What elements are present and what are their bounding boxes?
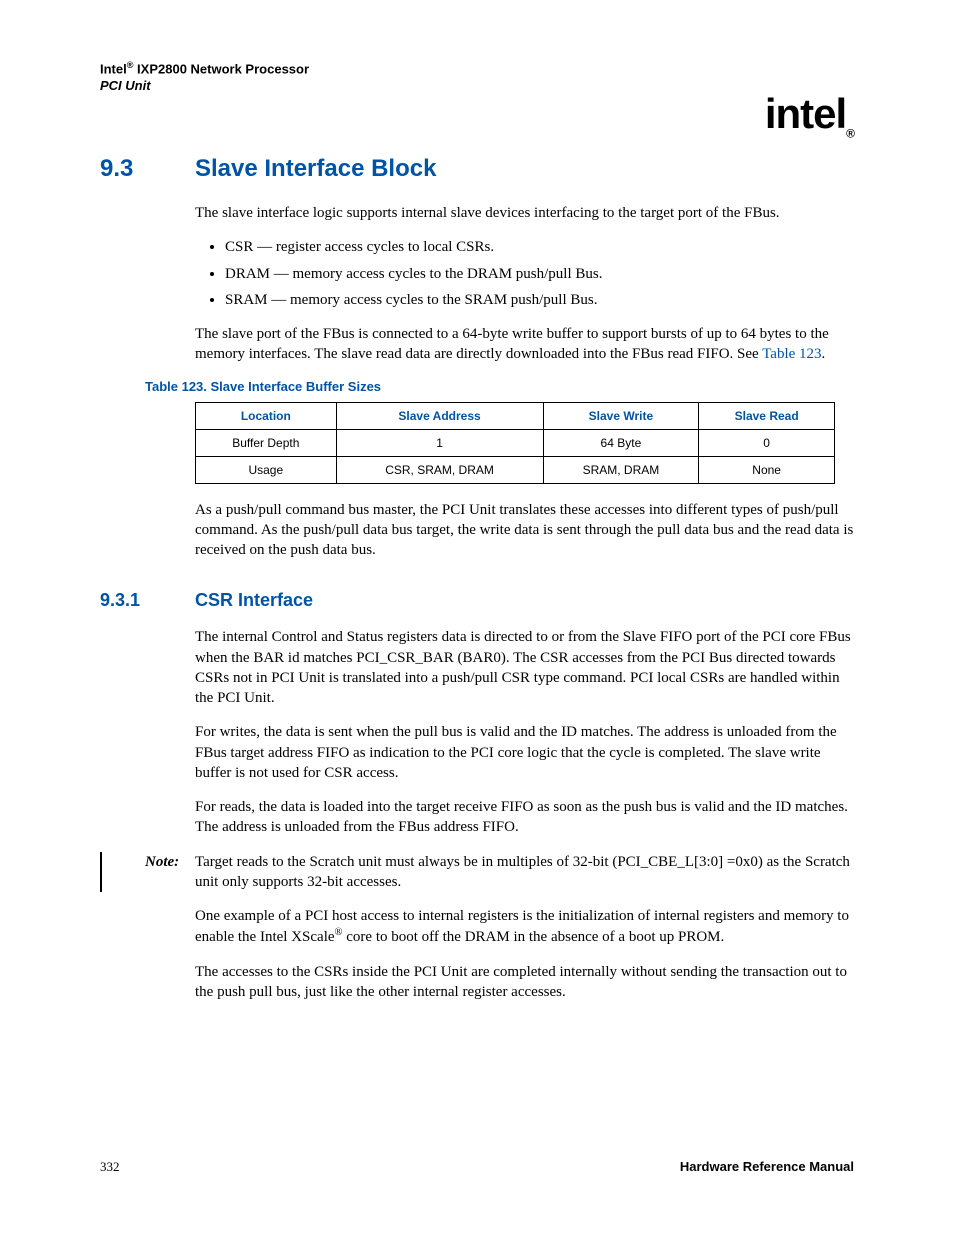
- paragraph: The accesses to the CSRs inside the PCI …: [195, 962, 854, 1003]
- table-cell: 0: [699, 429, 835, 456]
- paragraph: The slave port of the FBus is connected …: [195, 324, 854, 365]
- list-item: CSR — register access cycles to local CS…: [225, 237, 854, 257]
- table-row: Usage CSR, SRAM, DRAM SRAM, DRAM None: [196, 456, 835, 483]
- table-header-row: Location Slave Address Slave Write Slave…: [196, 402, 835, 429]
- body-block: One example of a PCI host access to inte…: [195, 906, 854, 1002]
- paragraph: As a push/pull command bus master, the P…: [195, 500, 854, 561]
- page-footer: 332 Hardware Reference Manual: [100, 1159, 854, 1175]
- table-cell: CSR, SRAM, DRAM: [336, 456, 543, 483]
- paragraph: The internal Control and Status register…: [195, 627, 854, 708]
- paragraph: One example of a PCI host access to inte…: [195, 906, 854, 948]
- paragraph: For writes, the data is sent when the pu…: [195, 722, 854, 783]
- subsection-number: 9.3.1: [100, 590, 195, 611]
- section-heading: 9.3Slave Interface Block: [100, 155, 854, 183]
- table-xref-link[interactable]: Table 123: [762, 346, 821, 362]
- note-block: Note: Target reads to the Scratch unit m…: [145, 852, 854, 893]
- bullet-list: CSR — register access cycles to local CS…: [195, 237, 854, 310]
- text-run: .: [822, 346, 826, 362]
- subsection-heading: 9.3.1CSR Interface: [100, 590, 854, 611]
- table-cell: None: [699, 456, 835, 483]
- reg-mark: ®: [335, 927, 343, 938]
- table-cell: Buffer Depth: [196, 429, 337, 456]
- table-header: Slave Write: [543, 402, 699, 429]
- table-header: Location: [196, 402, 337, 429]
- buffer-sizes-table: Location Slave Address Slave Write Slave…: [195, 402, 835, 484]
- paragraph: For reads, the data is loaded into the t…: [195, 797, 854, 838]
- logo-reg: ®: [846, 126, 854, 140]
- table-header: Slave Address: [336, 402, 543, 429]
- text-run: core to boot off the DRAM in the absence…: [343, 929, 725, 945]
- page: Intel ® IXP2800 Network Processor PCI Uni…: [0, 0, 954, 1235]
- table-cell: 64 Byte: [543, 429, 699, 456]
- manual-title: Hardware Reference Manual: [680, 1159, 854, 1175]
- text-run: The slave port of the FBus is connected …: [195, 326, 829, 362]
- header-product-suffix: IXP2800 Network Processor: [133, 61, 309, 76]
- logo-text: intel: [765, 90, 846, 137]
- body-block: The slave interface logic supports inter…: [195, 203, 854, 365]
- table-caption: Table 123. Slave Interface Buffer Sizes: [145, 379, 854, 394]
- body-block: As a push/pull command bus master, the P…: [195, 500, 854, 561]
- table-cell: Usage: [196, 456, 337, 483]
- table-cell: 1: [336, 429, 543, 456]
- table-row: Buffer Depth 1 64 Byte 0: [196, 429, 835, 456]
- intro-paragraph: The slave interface logic supports inter…: [195, 203, 854, 223]
- list-item: DRAM — memory access cycles to the DRAM …: [225, 264, 854, 284]
- note-text: Target reads to the Scratch unit must al…: [195, 852, 854, 893]
- section-number: 9.3: [100, 155, 195, 183]
- table-cell: SRAM, DRAM: [543, 456, 699, 483]
- intel-logo: intel®: [765, 90, 854, 140]
- section-title: Slave Interface Block: [195, 155, 436, 182]
- table-header: Slave Read: [699, 402, 835, 429]
- subsection-title: CSR Interface: [195, 590, 313, 610]
- page-number: 332: [100, 1159, 120, 1175]
- page-header: Intel® IXP2800 Network Processor PCI Uni…: [100, 60, 854, 95]
- note-label: Note:: [145, 852, 195, 893]
- body-block: The internal Control and Status register…: [195, 627, 854, 837]
- header-product-prefix: Intel: [100, 61, 127, 76]
- change-bar: [100, 852, 102, 893]
- list-item: SRAM — memory access cycles to the SRAM …: [225, 290, 854, 310]
- header-unit: PCI Unit: [100, 78, 151, 93]
